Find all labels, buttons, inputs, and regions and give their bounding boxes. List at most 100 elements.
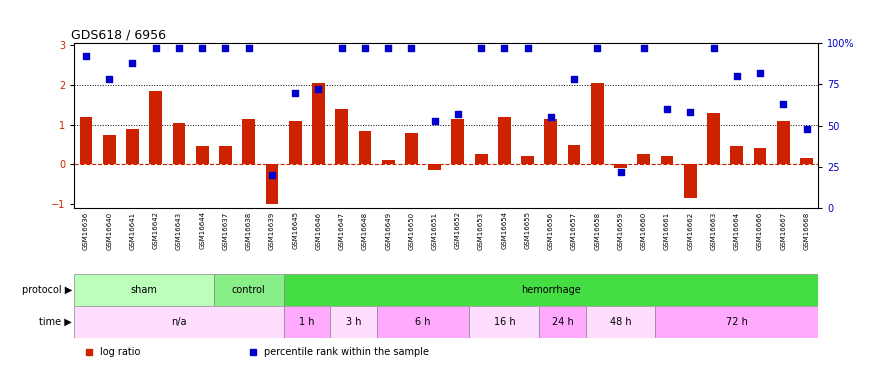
Bar	[637, 154, 650, 164]
Bar	[591, 83, 604, 164]
Point	[474, 45, 488, 51]
Bar	[614, 164, 627, 168]
Point	[637, 45, 651, 51]
Point	[265, 172, 279, 178]
Text: GSM16644: GSM16644	[200, 211, 206, 249]
Text: GSM16641: GSM16641	[130, 211, 136, 249]
Bar	[568, 144, 580, 164]
Point	[706, 45, 720, 51]
Point	[149, 45, 163, 51]
Text: GSM16648: GSM16648	[362, 211, 368, 249]
Text: GSM16640: GSM16640	[106, 211, 112, 249]
Bar	[777, 121, 789, 164]
Bar	[214, 274, 284, 306]
Text: GSM16652: GSM16652	[455, 211, 461, 249]
Point	[312, 86, 326, 92]
Bar	[74, 306, 284, 338]
Point	[358, 45, 372, 51]
Text: GSM16666: GSM16666	[757, 211, 763, 250]
Bar	[312, 83, 325, 164]
Text: GSM16668: GSM16668	[803, 211, 809, 250]
Text: protocol ▶: protocol ▶	[22, 285, 72, 295]
Text: GSM16638: GSM16638	[246, 211, 252, 250]
Text: GSM16662: GSM16662	[687, 211, 693, 249]
Bar	[405, 133, 417, 164]
Bar	[330, 306, 376, 338]
Point	[288, 90, 302, 96]
Text: GSM16649: GSM16649	[385, 211, 391, 249]
Bar	[428, 164, 441, 170]
Point	[730, 73, 744, 79]
Bar	[284, 306, 330, 338]
Point	[567, 76, 581, 82]
Text: 24 h: 24 h	[551, 316, 573, 327]
Text: percentile rank within the sample: percentile rank within the sample	[264, 346, 429, 357]
Bar	[242, 118, 256, 164]
Bar	[80, 117, 93, 164]
Point	[521, 45, 535, 51]
Bar	[335, 109, 348, 164]
Bar	[289, 121, 302, 164]
Point	[382, 45, 396, 51]
Bar	[655, 306, 818, 338]
Point	[195, 45, 209, 51]
Point	[683, 110, 697, 116]
Text: GSM16664: GSM16664	[734, 211, 739, 249]
Text: sham: sham	[130, 285, 158, 295]
Bar	[475, 154, 487, 164]
Point	[334, 45, 348, 51]
Text: GSM16658: GSM16658	[594, 211, 600, 249]
Point	[497, 45, 511, 51]
Bar	[800, 158, 813, 164]
Point	[172, 45, 186, 51]
Bar	[753, 148, 766, 164]
Point	[544, 114, 558, 120]
Point	[660, 106, 674, 112]
Text: log ratio: log ratio	[101, 346, 141, 357]
Bar	[74, 274, 213, 306]
Bar	[382, 160, 395, 164]
Point	[776, 101, 790, 107]
Point	[219, 45, 233, 51]
Bar	[452, 118, 465, 164]
Point	[404, 45, 418, 51]
Text: GSM16647: GSM16647	[339, 211, 345, 249]
Text: 6 h: 6 h	[416, 316, 430, 327]
Point	[242, 45, 256, 51]
Bar	[522, 156, 534, 164]
Bar	[661, 156, 674, 164]
Bar	[126, 129, 139, 164]
Bar	[707, 113, 720, 164]
Text: GSM16656: GSM16656	[548, 211, 554, 249]
Bar	[265, 164, 278, 204]
Text: GSM16650: GSM16650	[409, 211, 415, 249]
Point	[428, 118, 442, 124]
Text: GSM16667: GSM16667	[780, 211, 787, 250]
Bar	[376, 306, 470, 338]
Text: GSM16646: GSM16646	[315, 211, 321, 249]
Text: GSM16637: GSM16637	[222, 211, 228, 250]
Text: 3 h: 3 h	[346, 316, 361, 327]
Text: GSM16660: GSM16660	[640, 211, 647, 250]
Bar	[196, 147, 208, 164]
Text: GSM16663: GSM16663	[710, 211, 717, 250]
Text: hemorrhage: hemorrhage	[521, 285, 581, 295]
Bar	[150, 91, 162, 164]
Point	[613, 169, 627, 175]
Text: 1 h: 1 h	[299, 316, 314, 327]
Bar	[498, 117, 511, 164]
Text: GSM16653: GSM16653	[478, 211, 484, 249]
Point	[79, 53, 93, 59]
Text: GSM16643: GSM16643	[176, 211, 182, 249]
Bar	[284, 274, 818, 306]
Bar	[539, 306, 585, 338]
Point	[451, 111, 465, 117]
Text: GDS618 / 6956: GDS618 / 6956	[71, 29, 165, 42]
Text: control: control	[232, 285, 266, 295]
Bar	[731, 147, 743, 164]
Text: GSM16654: GSM16654	[501, 211, 507, 249]
Bar	[544, 118, 557, 164]
Text: GSM16642: GSM16642	[153, 211, 158, 249]
Text: GSM16659: GSM16659	[618, 211, 624, 249]
Text: 16 h: 16 h	[493, 316, 515, 327]
